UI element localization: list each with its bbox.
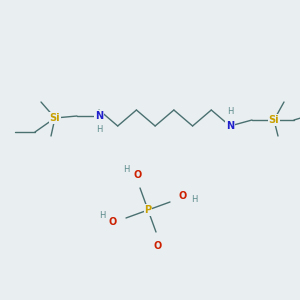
Text: H: H [191,196,197,205]
Text: H: H [96,124,102,134]
Text: P: P [144,205,152,215]
Text: H: H [227,107,233,116]
Text: O: O [179,191,187,201]
Text: Si: Si [50,113,60,123]
Text: O: O [154,241,162,251]
Text: Si: Si [269,115,279,125]
Text: N: N [95,111,103,121]
Text: H: H [99,212,105,220]
Text: N: N [226,121,234,131]
Text: O: O [109,217,117,227]
Text: O: O [134,170,142,180]
Text: H: H [123,166,129,175]
